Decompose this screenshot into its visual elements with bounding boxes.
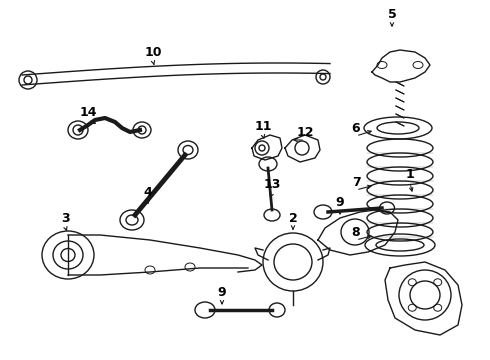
Text: 14: 14	[79, 105, 97, 118]
Text: 5: 5	[388, 8, 396, 21]
Text: 4: 4	[144, 185, 152, 198]
Text: 3: 3	[61, 211, 69, 225]
Text: 11: 11	[254, 121, 272, 134]
Text: 13: 13	[263, 179, 281, 192]
Text: 2: 2	[289, 211, 297, 225]
Text: 12: 12	[296, 126, 314, 139]
Text: 9: 9	[336, 195, 344, 208]
Text: 10: 10	[144, 46, 162, 59]
Text: 6: 6	[352, 122, 360, 135]
Text: 7: 7	[352, 175, 360, 189]
Text: 9: 9	[218, 285, 226, 298]
Text: 8: 8	[352, 225, 360, 238]
Text: 1: 1	[406, 168, 415, 181]
